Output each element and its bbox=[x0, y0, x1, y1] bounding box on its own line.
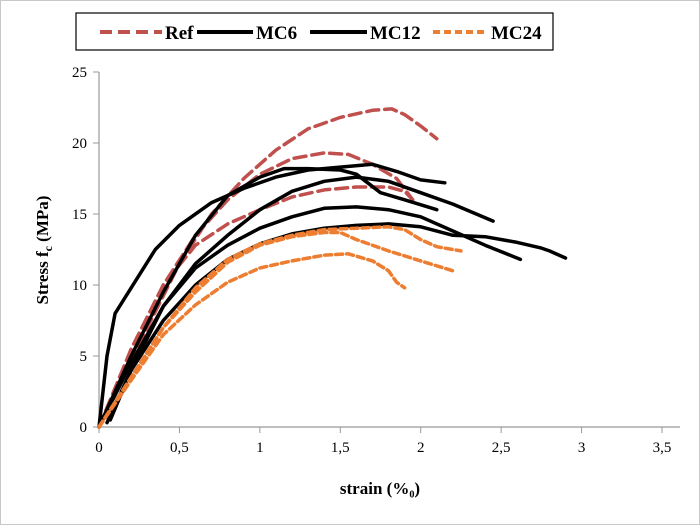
y-tick-label: 0 bbox=[80, 420, 88, 436]
x-tick-label: 2,5 bbox=[492, 440, 511, 456]
curves bbox=[97, 107, 568, 429]
curve-mc12-6 bbox=[97, 205, 523, 429]
curve-ref-0 bbox=[97, 107, 439, 429]
x-tick-label: 1,5 bbox=[331, 440, 350, 456]
curve-ref-1 bbox=[97, 151, 415, 429]
curve-mc12-7 bbox=[105, 222, 568, 425]
curve-mc24-9 bbox=[97, 230, 455, 429]
curve-mc24-10 bbox=[97, 252, 407, 429]
x-tick-label: 3,5 bbox=[653, 440, 672, 456]
x-axis-label: strain (%₀) bbox=[340, 479, 420, 498]
curve-ref-2 bbox=[97, 185, 415, 429]
x-tick-label: 3 bbox=[578, 440, 586, 456]
axes: 0 0,5 1 1,5 2 2,5 3 3,5 0 5 10 15 20 25 bbox=[72, 65, 680, 456]
legend: Ref MC6 MC12 MC24 bbox=[75, 12, 554, 51]
y-tick-label: 10 bbox=[72, 278, 87, 294]
x-tick-label: 2 bbox=[417, 440, 425, 456]
curve-mc6-3 bbox=[97, 162, 447, 429]
x-tick-label: 1 bbox=[256, 440, 264, 456]
curve-mc6-4 bbox=[97, 166, 439, 429]
legend-label-mc24: MC24 bbox=[491, 23, 542, 44]
y-tick-label: 20 bbox=[72, 136, 87, 152]
y-axis-label: Stress fc (MPa) bbox=[33, 196, 55, 305]
y-tick-label: 5 bbox=[80, 349, 88, 365]
legend-label-mc6: MC6 bbox=[256, 23, 297, 44]
y-tick-label: 15 bbox=[72, 207, 87, 223]
x-tick-label: 0,5 bbox=[170, 440, 189, 456]
y-tick-label: 25 bbox=[72, 65, 87, 81]
x-tick-label: 0 bbox=[95, 440, 103, 456]
legend-label-mc12: MC12 bbox=[370, 23, 421, 44]
legend-label-ref: Ref bbox=[165, 23, 194, 44]
